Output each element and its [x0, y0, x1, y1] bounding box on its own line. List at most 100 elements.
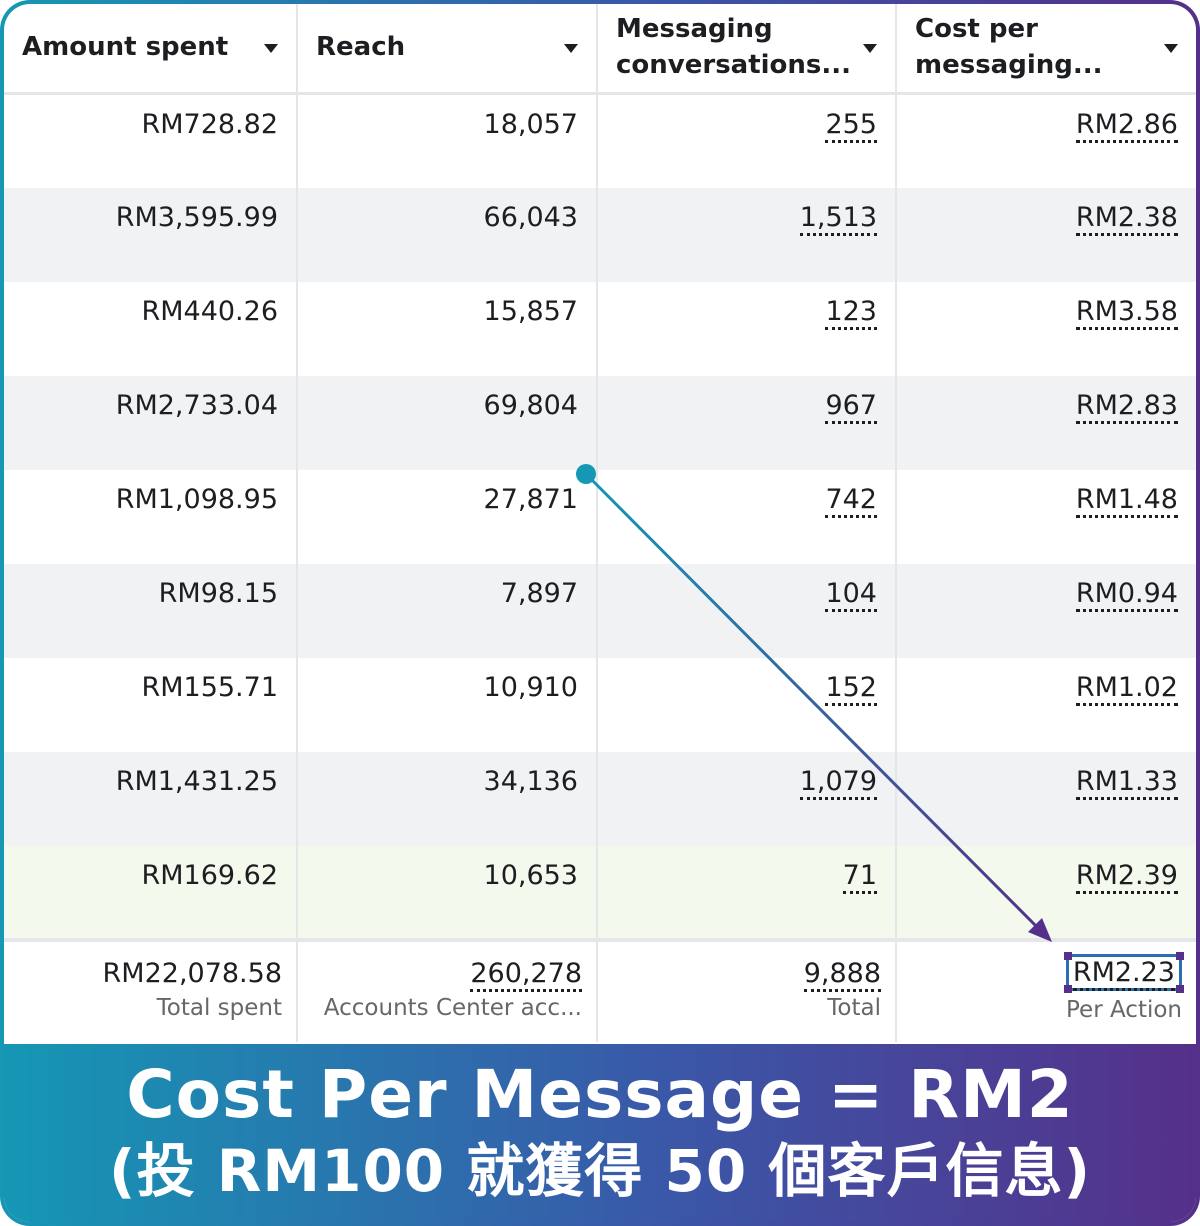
conversations-value[interactable]: 742 — [825, 483, 877, 518]
reach-cell: 27,871 — [297, 469, 598, 564]
reach-value: 15,857 — [483, 295, 578, 327]
conversations-value[interactable]: 152 — [825, 671, 877, 706]
total-cost-caption: Per Action — [1066, 996, 1182, 1023]
cost-per-message-value[interactable]: RM3.58 — [1075, 295, 1178, 330]
cost-per-message-value[interactable]: RM0.94 — [1075, 577, 1178, 612]
conversations-cell: 152 — [597, 657, 897, 752]
cost-per-message-value[interactable]: RM2.39 — [1075, 859, 1178, 894]
conversations-cell: 1,513 — [597, 187, 897, 282]
reach-cell: 18,057 — [297, 93, 598, 188]
cost-per-message-cell: RM2.39 — [896, 845, 1196, 940]
banner-subline: (投 RM100 就獲得 50 個客戶信息) — [109, 1137, 1091, 1205]
cost-per-message-cell: RM0.94 — [896, 563, 1196, 658]
conversations-cell: 104 — [597, 563, 897, 658]
conversations-cell: 1,079 — [597, 751, 897, 846]
column-header-cost-per-messaging[interactable]: Cost per messaging... — [896, 4, 1196, 95]
cost-highlight-box: RM2.23 — [1063, 951, 1184, 993]
cost-per-message-cell: RM3.58 — [896, 282, 1196, 376]
amount-spent-value: RM728.82 — [141, 109, 278, 140]
reach-value: 34,136 — [483, 765, 578, 797]
selection-handle — [1063, 951, 1072, 960]
table-row: RM1,431.25 34,136 1,079 RM1.33 — [4, 751, 1196, 846]
total-amount-spent: RM22,078.58 — [102, 957, 282, 989]
cost-per-message-value[interactable]: RM1.33 — [1075, 765, 1178, 800]
reach-cell: 15,857 — [297, 281, 598, 376]
cost-per-message-value[interactable]: RM2.38 — [1075, 201, 1178, 236]
cost-per-message-cell: RM2.83 — [896, 375, 1196, 470]
total-reach-caption: Accounts Center acc... — [323, 994, 582, 1021]
reach-value: 7,897 — [500, 577, 578, 609]
amount-spent-cell: RM1,431.25 — [4, 751, 298, 846]
amount-spent-cell: RM98.15 — [4, 563, 298, 658]
reach-value: 66,043 — [483, 201, 578, 233]
amount-spent-cell: RM440.26 — [4, 281, 298, 376]
table-row: RM98.15 7,897 104 RM0.94 — [4, 563, 1196, 658]
total-cost-per-message[interactable]: RM2.23 — [1072, 956, 1175, 991]
sort-caret-icon[interactable] — [1164, 44, 1178, 53]
total-conversations-caption: Total — [827, 994, 881, 1021]
reach-value: 18,057 — [483, 109, 578, 140]
total-amount-spent-caption: Total spent — [156, 994, 282, 1021]
conversations-value[interactable]: 967 — [825, 389, 877, 424]
conversations-cell: 742 — [597, 469, 897, 564]
reach-value: 10,653 — [483, 859, 578, 891]
table-row: RM1,098.95 27,871 742 RM1.48 — [4, 469, 1196, 564]
amount-spent-value: RM3,595.99 — [115, 201, 278, 233]
conversations-cell: 71 — [597, 845, 897, 940]
amount-spent-cell: RM169.62 — [4, 845, 298, 940]
cost-per-message-cell: RM2.86 — [896, 94, 1196, 188]
total-conversations-cell: 9,888 Total — [597, 937, 897, 1042]
reach-value: 27,871 — [483, 483, 578, 515]
reach-cell: 69,804 — [297, 375, 598, 470]
table-row: RM440.26 15,857 123 RM3.58 — [4, 281, 1196, 376]
total-reach[interactable]: 260,278 — [470, 957, 582, 992]
reach-value: 69,804 — [483, 389, 578, 421]
conversations-value[interactable]: 104 — [825, 577, 877, 612]
cost-per-message-cell: RM2.38 — [896, 187, 1196, 282]
amount-spent-value: RM440.26 — [141, 295, 278, 327]
cost-per-message-cell: RM1.48 — [896, 470, 1196, 564]
selection-handle — [1176, 951, 1184, 960]
sort-caret-icon[interactable] — [264, 44, 278, 53]
caption-banner: Cost Per Message = RM2 (投 RM100 就獲得 50 個… — [4, 1044, 1196, 1222]
column-header-messaging-conversations[interactable]: Messaging conversations... — [597, 4, 897, 95]
column-header-amount-spent[interactable]: Amount spent — [4, 4, 298, 95]
sort-caret-icon[interactable] — [863, 44, 877, 53]
column-header-label: Cost per messaging... — [915, 14, 1103, 80]
amount-spent-cell: RM1,098.95 — [4, 469, 298, 564]
conversations-value[interactable]: 123 — [825, 295, 877, 330]
ads-report-table: Amount spent Reach Messaging conversatio… — [4, 4, 1196, 1042]
totals-row: RM22,078.58 Total spent 260,278 Accounts… — [4, 937, 1196, 1042]
reach-cell: 66,043 — [297, 187, 598, 282]
cost-per-message-value[interactable]: RM2.86 — [1075, 109, 1178, 143]
cost-per-message-value[interactable]: RM2.83 — [1075, 389, 1178, 424]
reach-value: 10,910 — [483, 671, 578, 703]
conversations-value[interactable]: 255 — [825, 109, 877, 143]
amount-spent-cell: RM728.82 — [4, 93, 298, 188]
amount-spent-value: RM155.71 — [141, 671, 278, 703]
conversations-value[interactable]: 71 — [842, 859, 877, 894]
conversations-value[interactable]: 1,079 — [799, 765, 877, 800]
conversations-cell: 967 — [597, 375, 897, 470]
column-header-label: Messaging conversations... — [616, 14, 852, 80]
sort-caret-icon[interactable] — [564, 44, 578, 53]
column-header-reach[interactable]: Reach — [297, 4, 598, 95]
table-row: RM3,595.99 66,043 1,513 RM2.38 — [4, 187, 1196, 282]
amount-spent-cell: RM2,733.04 — [4, 375, 298, 470]
column-header-label: Reach — [316, 32, 406, 63]
amount-spent-value: RM2,733.04 — [115, 389, 278, 421]
cost-per-message-cell: RM1.02 — [896, 658, 1196, 752]
total-conversations[interactable]: 9,888 — [803, 957, 881, 992]
conversations-value[interactable]: 1,513 — [799, 201, 877, 236]
conversations-cell: 255 — [597, 93, 897, 188]
cost-per-message-cell: RM1.33 — [896, 751, 1196, 846]
cost-per-message-value[interactable]: RM1.48 — [1075, 483, 1178, 518]
selection-handle — [1063, 984, 1072, 993]
table-header-row: Amount spent Reach Messaging conversatio… — [4, 4, 1196, 95]
reach-cell: 10,653 — [297, 845, 598, 940]
amount-spent-value: RM1,098.95 — [115, 483, 278, 515]
cost-per-message-value[interactable]: RM1.02 — [1075, 671, 1178, 706]
amount-spent-cell: RM3,595.99 — [4, 187, 298, 282]
amount-spent-value: RM169.62 — [141, 859, 278, 891]
amount-spent-cell: RM155.71 — [4, 657, 298, 752]
